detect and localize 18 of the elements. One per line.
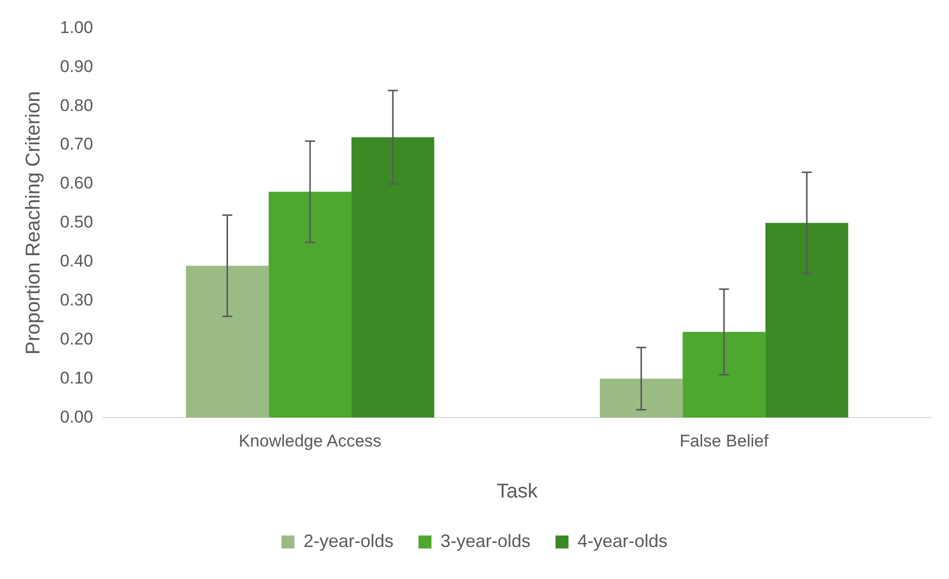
legend-label: 3-year-olds bbox=[440, 530, 531, 551]
y-tick-label: 0.90 bbox=[60, 56, 94, 76]
y-tick-label: 0.60 bbox=[60, 174, 94, 193]
y-axis-title: Proportion Reaching Criterion bbox=[22, 91, 45, 355]
y-tick-label: 0.70 bbox=[60, 134, 94, 154]
y-tick-label: 0.10 bbox=[60, 368, 94, 388]
y-tick-label: 0.30 bbox=[60, 290, 94, 310]
x-axis-title: Task bbox=[496, 480, 539, 503]
y-tick-label: 0.50 bbox=[60, 212, 94, 232]
y-tick-label: 1.00 bbox=[60, 18, 94, 37]
legend-label: 2-year-olds bbox=[303, 530, 394, 551]
y-tick-label: 0.40 bbox=[60, 252, 94, 271]
y-tick-label: 0.80 bbox=[60, 96, 94, 115]
x-tick-label: Knowledge Access bbox=[238, 431, 382, 450]
y-tick-label: 0.00 bbox=[60, 407, 94, 426]
legend-label: 4-year-olds bbox=[578, 530, 668, 551]
x-tick-label: False Belief bbox=[680, 431, 769, 450]
y-tick-label: 0.20 bbox=[60, 329, 94, 348]
